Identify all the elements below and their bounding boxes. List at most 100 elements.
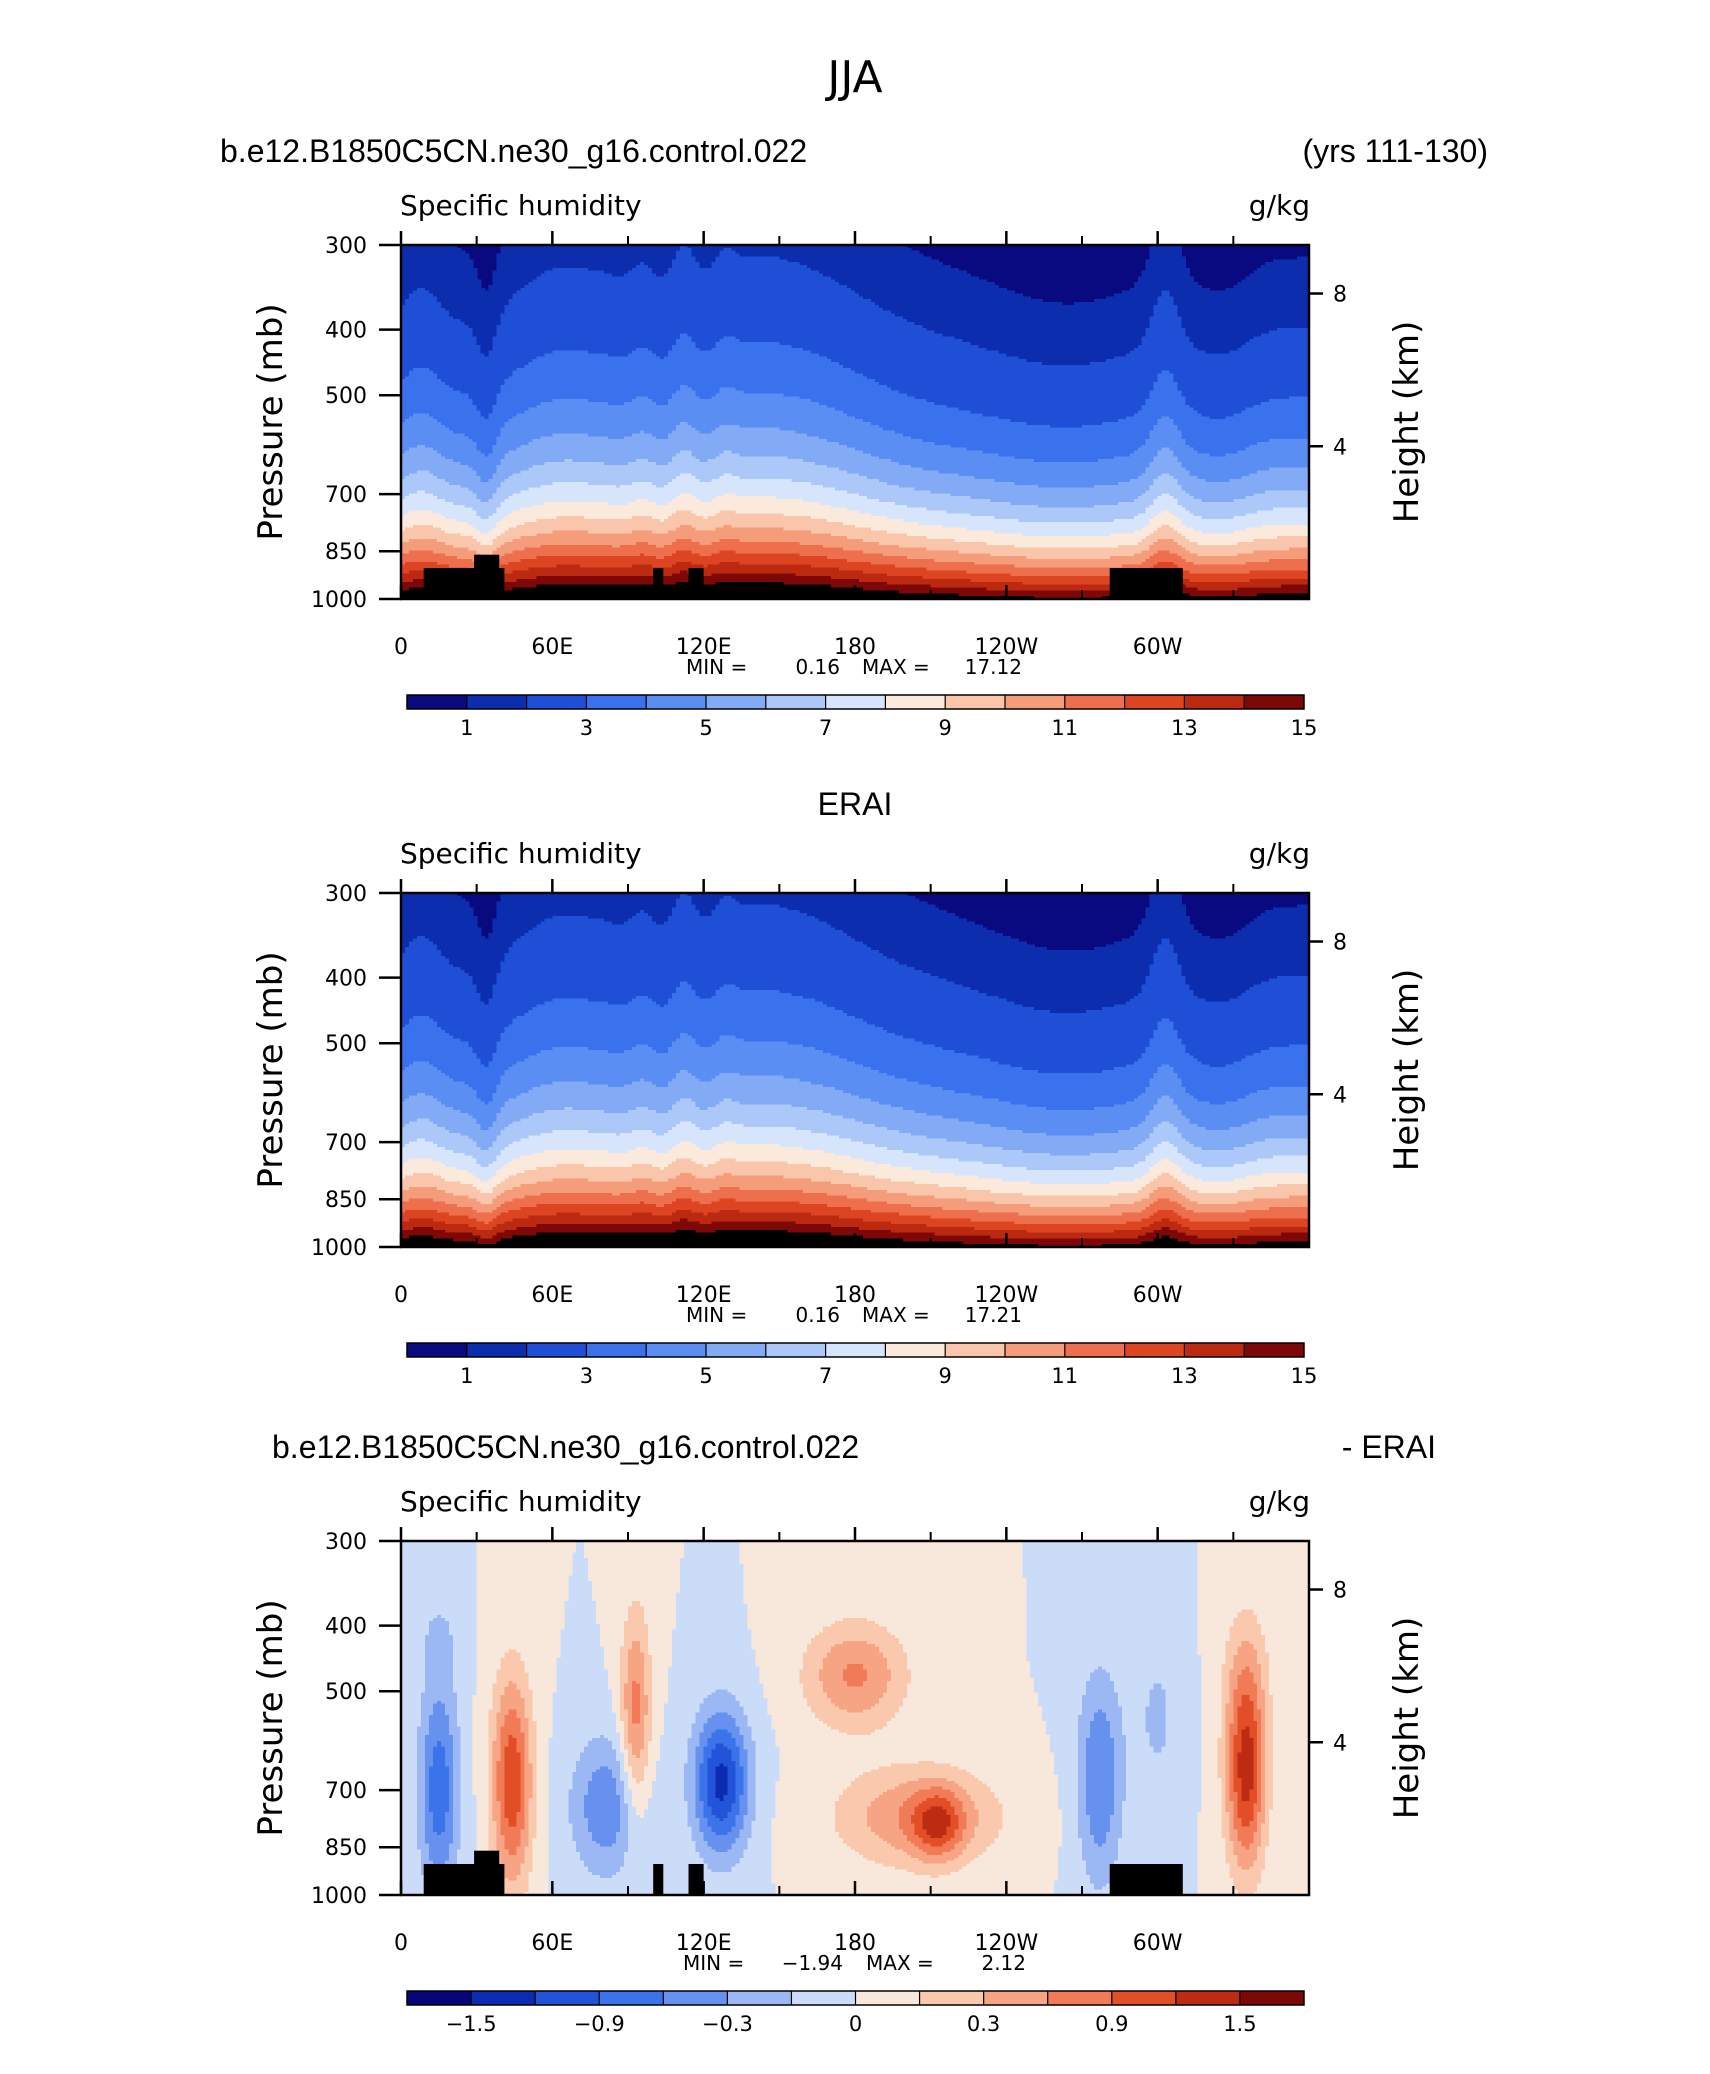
y-tick-label: 850: [325, 1836, 367, 1861]
panel-obs-max-label: MAX =: [862, 1303, 930, 1327]
contour-field: [401, 893, 1310, 1248]
colorbar-swatch: [983, 1991, 1049, 2005]
colorbar-swatch: [407, 695, 468, 709]
y-right-tick-label: 8: [1333, 931, 1347, 956]
colorbar-swatch: [945, 1343, 1006, 1357]
colorbar-label: 11: [1051, 1364, 1078, 1388]
colorbar-swatch: [466, 1343, 527, 1357]
colorbar-swatch: [885, 1343, 946, 1357]
colorbar-swatch: [466, 695, 527, 709]
colorbar-swatch: [646, 1343, 707, 1357]
x-tick-label: 120E: [676, 1931, 732, 1956]
y-tick-label: 400: [325, 319, 367, 344]
colorbar-label: 5: [699, 716, 712, 740]
x-tick-label: 180: [834, 1931, 876, 1956]
x-tick-label: 60W: [1133, 1931, 1183, 1956]
colorbar-swatch: [1005, 695, 1066, 709]
y-tick-label: 500: [325, 384, 367, 409]
colorbar-swatch: [855, 1991, 920, 2005]
panel-model-ylabel: Pressure (mb): [251, 303, 291, 540]
season-title: JJA: [824, 52, 882, 103]
colorbar-swatch: [526, 695, 587, 709]
panel-obs-title: ERAI: [818, 786, 893, 822]
colorbar-swatch: [791, 1991, 856, 2005]
colorbar-swatch: [663, 1991, 728, 2005]
terrain-block: [423, 568, 480, 599]
colorbar-swatch: [765, 1343, 826, 1357]
colorbar-label: 15: [1291, 1364, 1318, 1388]
colorbar-label: 11: [1051, 716, 1078, 740]
panel-model-variable: Specific humidity: [400, 189, 642, 222]
panel-obs-stats: MIN = 0.16 MAX = 17.21: [686, 1303, 1022, 1327]
colorbar-swatch: [1064, 695, 1125, 709]
panel-model-min-label: MIN =: [686, 655, 747, 679]
contour-field: [401, 1541, 1310, 1896]
colorbar-swatch: [765, 695, 826, 709]
colorbar-swatch: [1239, 1991, 1305, 2005]
panel-model-units: g/kg: [1249, 189, 1310, 222]
colorbar-swatch: [919, 1991, 985, 2005]
y-tick-label: 1000: [311, 1236, 367, 1261]
terrain-block: [1109, 1864, 1183, 1895]
x-tick-label: 60E: [531, 1283, 573, 1308]
panel-diff-max-value: 2.12: [981, 1951, 1026, 1975]
panel-model: b.e12.B1850C5CN.ne30_g16.control.022 (yr…: [220, 133, 1488, 740]
panel-obs-variable: Specific humidity: [400, 837, 642, 870]
colorbar-label: 7: [819, 1364, 832, 1388]
panel-model-years: (yrs 111-130): [1302, 133, 1488, 169]
y-right-tick-label: 8: [1333, 283, 1347, 308]
x-tick-label: 120W: [974, 1931, 1038, 1956]
colorbar-label: 1: [460, 716, 473, 740]
y-tick-label: 1000: [311, 1884, 367, 1909]
y-tick-label: 300: [325, 1530, 367, 1555]
colorbar-swatch: [1124, 1343, 1185, 1357]
x-tick-label: 180: [834, 1283, 876, 1308]
colorbar-label: 7: [819, 716, 832, 740]
y-tick-label: 400: [325, 967, 367, 992]
colorbar-swatch: [407, 1991, 472, 2005]
y-right-tick-label: 8: [1333, 1579, 1347, 1604]
panel-diff-min-label: MIN =: [683, 1951, 744, 1975]
y-tick-label: 1000: [311, 588, 367, 613]
panel-obs-colorbar: 1 3 5 7 9 11 13 15: [406, 1342, 1318, 1388]
y-right-tick-label: 4: [1333, 1083, 1347, 1108]
panel-model-plot: 0 60E 120E 180 120W 60W 300 400 500 700 850 1000 8 4: [311, 231, 1347, 660]
panel-diff-stats: MIN = −1.94 MAX = 2.12: [683, 1951, 1026, 1975]
panel-model-max-value: 17.12: [965, 655, 1022, 679]
panel-diff-units: g/kg: [1249, 1485, 1310, 1518]
colorbar-swatch: [885, 695, 946, 709]
panel-obs-max-value: 17.21: [965, 1303, 1022, 1327]
panel-diff-title-right: - ERAI: [1342, 1429, 1436, 1465]
colorbar-swatch: [945, 695, 1006, 709]
contour-field: [401, 245, 1310, 600]
y-tick-label: 400: [325, 1615, 367, 1640]
colorbar-swatch: [825, 1343, 886, 1357]
colorbar-swatch: [825, 695, 886, 709]
x-tick-label: 60W: [1133, 1283, 1183, 1308]
colorbar-swatch: [1047, 1991, 1113, 2005]
panel-diff-max-label: MAX =: [866, 1951, 934, 1975]
terrain-block: [653, 568, 664, 599]
panel-diff: b.e12.B1850C5CN.ne30_g16.control.022 - E…: [251, 1429, 1436, 2036]
x-tick-label: 60E: [531, 1931, 573, 1956]
colorbar-swatch: [646, 695, 707, 709]
colorbar-swatch: [586, 695, 647, 709]
x-tick-label: 0: [394, 635, 408, 660]
panel-diff-min-value: −1.94: [782, 1951, 843, 1975]
colorbar-label: −0.3: [702, 2012, 753, 2036]
colorbar-label: 1: [460, 1364, 473, 1388]
colorbar-label: 15: [1291, 716, 1318, 740]
colorbar-frame: [406, 1342, 1305, 1358]
panel-model-title: b.e12.B1850C5CN.ne30_g16.control.022: [220, 133, 807, 169]
colorbar-label: 13: [1171, 716, 1198, 740]
colorbar-label: 3: [580, 1364, 593, 1388]
y-right-tick-label: 4: [1333, 435, 1347, 460]
x-tick-label: 60W: [1133, 635, 1183, 660]
y-tick-label: 850: [325, 540, 367, 565]
panel-obs-min-value: 0.16: [795, 1303, 840, 1327]
y-right-tick-label: 4: [1333, 1731, 1347, 1756]
colorbar-swatch: [535, 1991, 600, 2005]
panel-obs-min-label: MIN =: [686, 1303, 747, 1327]
panel-obs: ERAI Specific humidity g/kg 0 60E 120E 180 1…: [251, 786, 1427, 1388]
colorbar-label: 9: [939, 716, 952, 740]
